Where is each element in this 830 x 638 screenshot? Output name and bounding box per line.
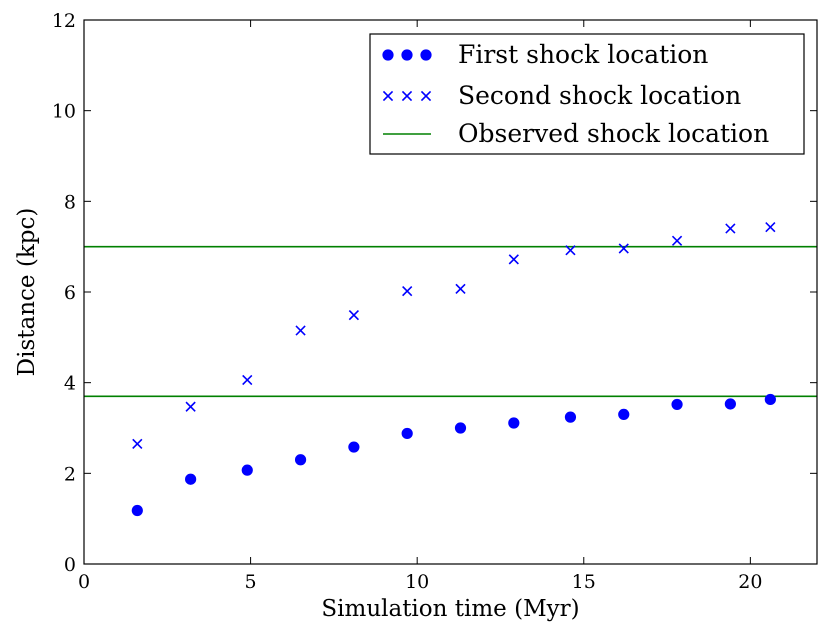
legend-marker-glyph-2-stroke-b: [420, 90, 432, 102]
second-shock-point-4-stroke-b: [348, 309, 360, 321]
legend-marker-glyph-0: [382, 49, 394, 61]
y-tick-label: 10: [52, 101, 76, 123]
x-tick-label: 5: [245, 571, 257, 593]
legend-marker-glyph-0: [382, 90, 394, 102]
second-shock-point-9: [618, 243, 629, 254]
second-shock-point-8-stroke-b: [565, 245, 576, 256]
second-shock-point-1: [185, 401, 196, 412]
x-tick-label: 15: [572, 571, 596, 593]
second-shock-point-0-stroke-b: [132, 438, 143, 449]
legend-marker-glyph-2: [420, 49, 432, 61]
y-tick-label: 2: [64, 463, 76, 485]
second-shock-point-7: [508, 254, 519, 265]
x-tick-label: 10: [405, 571, 429, 593]
legend-marker-glyph-0-stroke-b: [382, 90, 394, 102]
second-shock-point-10: [671, 235, 683, 246]
first-shock-point-5: [401, 427, 413, 440]
y-axis-label: Distance (kpc): [14, 208, 40, 377]
legend-marker-glyph-1: [401, 90, 413, 102]
legend-label-observed-shock: Observed shock location: [458, 119, 769, 148]
second-shock-point-11: [725, 223, 736, 234]
second-shock-point-6: [455, 283, 466, 294]
second-shock-point-3: [295, 325, 306, 336]
y-tick-label: 12: [52, 10, 76, 32]
first-shock-point-12: [764, 393, 776, 406]
y-tick-label: 0: [64, 554, 76, 576]
series-first-shock: [131, 393, 776, 517]
second-shock-point-2: [242, 374, 253, 386]
y-tick-label: 8: [64, 191, 76, 213]
second-shock-point-6-stroke-b: [455, 283, 466, 294]
second-shock-point-1-stroke-b: [185, 401, 196, 412]
first-shock-point-3: [294, 454, 307, 466]
first-shock-point-11: [724, 398, 736, 410]
legend-box: [369, 33, 805, 155]
legend-marker-second-shock: [382, 90, 432, 102]
series-second-shock: [132, 222, 776, 449]
axes: 0 5 10 15 20 0 2 4 6 8 10 12 Simulation time (Myr) Di…: [14, 10, 818, 622]
second-shock-point-4: [348, 309, 360, 321]
y-tick-label: 4: [64, 373, 76, 395]
first-shock-point-2: [241, 464, 253, 476]
first-shock-point-7: [508, 417, 520, 429]
second-shock-point-8: [565, 245, 576, 256]
x-axis-label: Simulation time (Myr): [321, 596, 579, 622]
second-shock-point-10-stroke-b: [671, 235, 683, 246]
first-shock-point-8: [564, 411, 577, 423]
first-shock-point-1: [185, 473, 197, 485]
second-shock-point-5-stroke-b: [402, 285, 413, 297]
first-shock-point-6: [454, 422, 467, 434]
first-shock-point-10: [671, 398, 683, 411]
y-tick-label: 6: [64, 282, 76, 304]
first-shock-point-0: [131, 504, 143, 517]
second-shock-point-9-stroke-b: [618, 243, 629, 254]
legend-label-second-shock: Second shock location: [458, 81, 741, 110]
second-shock-point-7-stroke-b: [508, 254, 519, 265]
legend-label-first-shock: First shock location: [458, 40, 708, 69]
first-shock-point-9: [618, 408, 630, 420]
legend-marker-first-shock: [382, 49, 432, 61]
legend-marker-glyph-2: [420, 90, 432, 102]
second-shock-point-5: [402, 285, 413, 297]
x-tick-label: 0: [78, 571, 90, 593]
legend: First shock location Second shock locatio…: [369, 33, 805, 155]
x-tick-label: 20: [738, 571, 762, 593]
legend-marker-glyph-1: [401, 49, 413, 61]
second-shock-point-2-stroke-b: [242, 374, 253, 386]
second-shock-point-0: [132, 438, 143, 449]
first-shock-point-4: [348, 441, 360, 453]
second-shock-point-12: [765, 222, 776, 233]
legend-marker-glyph-1-stroke-b: [401, 90, 413, 102]
second-shock-point-12-stroke-b: [765, 222, 776, 233]
second-shock-point-11-stroke-b: [725, 223, 736, 234]
second-shock-point-3-stroke-b: [295, 325, 306, 336]
plot-area: [84, 222, 817, 517]
